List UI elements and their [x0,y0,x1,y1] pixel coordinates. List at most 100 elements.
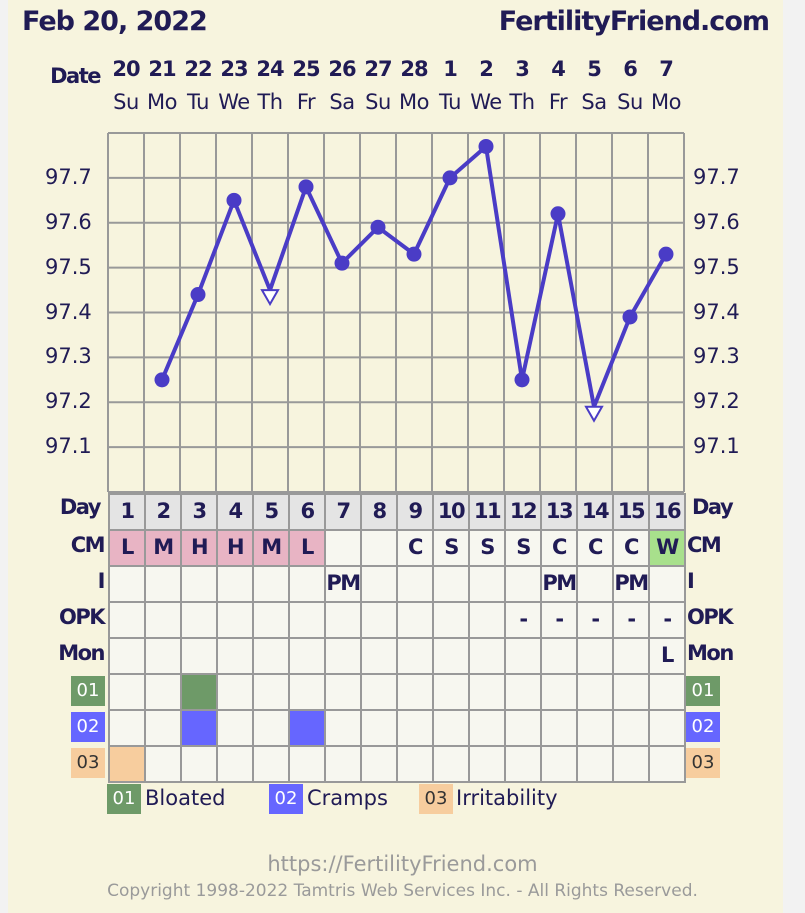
date-number: 5 [587,57,602,81]
y-tick-right: 97.1 [693,434,740,459]
weekday: Tu [187,90,209,114]
date-number: 3 [515,57,530,81]
y-tick-left: 97.3 [45,344,92,369]
s2-cell [504,709,542,747]
mon-cell [324,637,362,675]
cm-cell: H [216,529,254,567]
date-number: 7 [659,57,674,81]
symptom-03-badge-right: 03 [686,748,720,778]
s2-cell [360,709,398,747]
s1-cell [468,673,506,711]
date-number: 26 [328,57,356,81]
cm-cell: M [144,529,182,567]
symptom-01-badge-left: 01 [71,676,105,706]
y-tick-right: 97.6 [693,209,740,234]
i-cell [360,565,398,603]
y-tick-left: 97.2 [45,389,92,414]
footer-copyright: Copyright 1998-2022 Tamtris Web Services… [107,881,698,901]
s3-cell [396,745,434,783]
s2-cell [648,709,686,747]
legend-02-label: Cramps [307,786,388,810]
day-cell: 8 [360,493,398,531]
temperature-point [658,246,674,262]
i-label-left: I [97,569,106,593]
weekday: Fr [548,90,568,114]
cm-cell: H [180,529,218,567]
temperature-point [478,138,494,154]
temperature-point [154,372,170,388]
i-cell [504,565,542,603]
s1-cell [432,673,470,711]
s3-cell [324,745,362,783]
i-cell [252,565,290,603]
s1-cell [288,673,326,711]
s2-cell [252,709,290,747]
mon-cell [504,637,542,675]
s2-cell [144,709,182,747]
s2-cell [540,709,578,747]
weekday: Sa [581,90,607,114]
s1-cell [504,673,542,711]
s1-cell [576,673,614,711]
temperature-point [190,287,206,303]
weekday: We [218,90,250,114]
y-tick-right: 97.3 [693,344,740,369]
mon-cell [288,637,326,675]
s1-cell [324,673,362,711]
i-cell: PM [540,565,578,603]
day-cell: 3 [180,493,218,531]
mon-cell [144,637,182,675]
day-cell: 7 [324,493,362,531]
i-cell [648,565,686,603]
s2-cell [180,709,218,747]
weekday: Mo [147,90,177,114]
mon-cell: L [648,637,686,675]
opk-cell: - [504,601,542,639]
s1-cell [360,673,398,711]
cm-cell [360,529,398,567]
y-tick-left: 97.4 [45,299,92,324]
date-number: 2 [479,57,494,81]
cm-cell: C [396,529,434,567]
mon-cell [216,637,254,675]
i-cell [432,565,470,603]
date-number: 24 [256,57,284,81]
s3-cell [360,745,398,783]
mon-cell [540,637,578,675]
s1-cell [396,673,434,711]
day-label-right: Day [692,495,734,519]
cm-cell: C [540,529,578,567]
mon-cell [396,637,434,675]
temperature-point [514,372,530,388]
symptom-02-badge-right: 02 [686,712,720,742]
opk-cell [432,601,470,639]
mon-cell [180,637,218,675]
opk-cell [324,601,362,639]
s1-cell [144,673,182,711]
date-number: 21 [148,57,176,81]
cm-cell [324,529,362,567]
weekday: Mo [399,90,429,114]
symptom-01-badge-right: 01 [686,676,720,706]
s2-cell [576,709,614,747]
date-number: 27 [364,57,392,81]
day-cell: 6 [288,493,326,531]
date-label: Date [50,64,101,88]
s2-cell [288,709,326,747]
day-cell: 14 [576,493,614,531]
i-cell: PM [612,565,650,603]
weekday: Su [113,90,139,114]
footer-url[interactable]: https://FertilityFriend.com [267,852,538,876]
s3-cell [252,745,290,783]
date-number: 1 [443,57,458,81]
temperature-point-excluded [584,405,604,423]
day-label-left: Day [59,495,102,519]
cm-label-left: CM [70,533,106,557]
s3-cell [540,745,578,783]
s3-cell [288,745,326,783]
s1-cell [216,673,254,711]
mon-cell [108,637,146,675]
temperature-point [442,170,458,186]
day-cell: 12 [504,493,542,531]
cm-cell: S [432,529,470,567]
